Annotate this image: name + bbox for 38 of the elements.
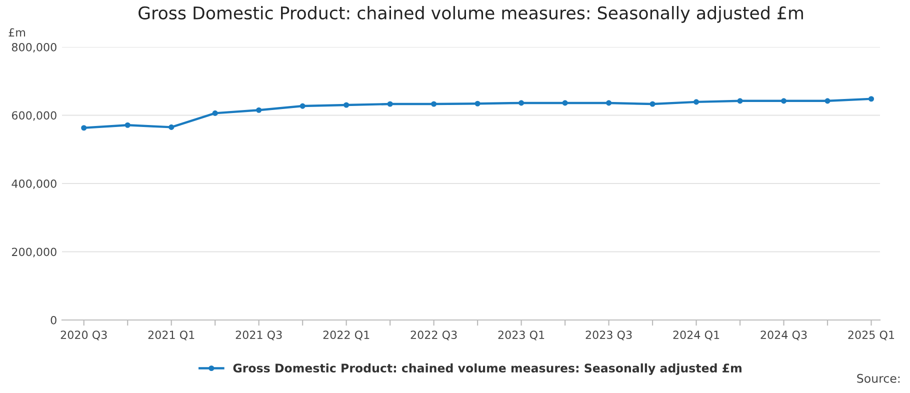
point [431,101,437,107]
point [212,110,218,116]
y-tick-label: 800,000 [12,42,56,53]
x-tick-label: 2022 Q3 [410,330,457,340]
point [650,101,656,107]
y-tick-label: 200,000 [12,248,56,258]
point [256,107,262,113]
point [780,98,787,104]
x-tick-label: 2023 Q3 [586,330,632,340]
point [344,102,350,108]
y-tick-label: 600,000 [12,111,56,121]
chart-title: Gross Domestic Product: chained volume measures: Seasonally adjusted £m [138,6,803,23]
point [824,98,830,104]
point [474,100,480,106]
legend-label: Gross Domestic Product: chained volume measures: Seasonally adjusted £m [233,363,742,375]
point [737,98,743,104]
point [562,100,568,106]
y-axis-title: £m [8,28,26,36]
x-tick-label: 2023 Q1 [498,330,544,340]
point [387,101,393,107]
point [694,99,700,105]
x-tick-label: 2021 Q3 [236,330,282,340]
x-tick-label: 2021 Q1 [148,330,194,340]
source-note: Source: [857,374,900,383]
point [868,96,874,102]
y-tick-label: 0 [50,316,56,324]
x-tick-label: 2024 Q1 [673,330,720,340]
y-tick-label: 400,000 [12,179,56,190]
point [300,103,306,109]
x-tick-label: 2025 Q1 [848,330,894,340]
point [81,125,87,131]
point [124,122,130,128]
point [168,124,174,130]
x-tick-label: 2020 Q3 [60,330,107,340]
point [606,100,612,106]
x-tick-label: 2024 Q3 [760,330,807,340]
x-tick-label: 2022 Q1 [323,330,370,340]
point [518,100,524,106]
